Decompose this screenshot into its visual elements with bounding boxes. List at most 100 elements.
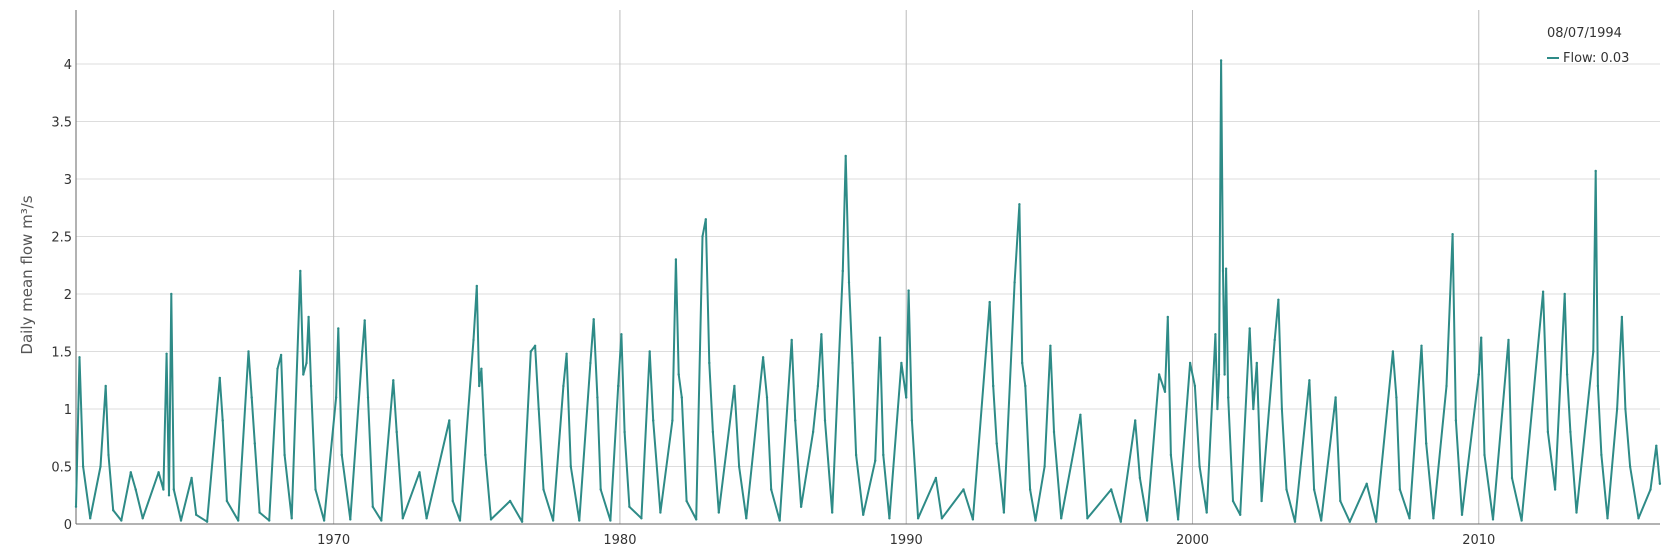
flow-data-point[interactable] [1169,453,1173,457]
flow-data-point[interactable] [659,511,662,514]
flow-data-point[interactable] [823,419,827,422]
flow-data-point[interactable] [1395,396,1398,399]
flow-data-point[interactable] [480,367,483,370]
flow-data-point[interactable] [425,517,428,520]
flow-data-point[interactable] [1334,396,1337,399]
flow-data-point[interactable] [1248,327,1251,330]
flow-data-point[interactable] [1308,379,1311,382]
flow-data-point[interactable] [542,488,545,491]
flow-data-point[interactable] [225,499,229,503]
flow-series-line[interactable] [75,59,1661,523]
flow-data-point[interactable] [472,338,475,342]
flow-data-point[interactable] [984,350,988,353]
flow-data-point[interactable] [816,384,820,388]
flow-data-point[interactable] [844,154,847,158]
flow-data-point[interactable] [1615,407,1619,411]
flow-data-point[interactable] [363,319,366,322]
flow-data-point[interactable] [218,376,221,380]
flow-data-point[interactable] [1655,444,1658,447]
flow-data-point[interactable] [299,269,302,273]
flow-data-point[interactable] [1398,488,1402,491]
flow-data-point[interactable] [778,519,781,522]
flow-data-point[interactable] [1060,517,1063,520]
flow-data-point[interactable] [112,509,115,512]
flow-data-point[interactable] [1260,499,1263,503]
flow-data-point[interactable] [533,344,537,347]
flow-data-point[interactable] [508,499,512,503]
flow-data-point[interactable] [309,384,313,388]
flow-data-point[interactable] [537,407,540,411]
flow-data-point[interactable] [1628,465,1632,468]
flow-data-point[interactable] [78,356,81,359]
flow-data-point[interactable] [190,476,193,480]
flow-data-point[interactable] [1320,519,1323,522]
flow-data-point[interactable] [916,517,920,520]
flow-data-point[interactable] [578,519,581,522]
flow-data-point[interactable] [701,235,704,238]
flow-data-point[interactable] [489,518,493,521]
flow-data-point[interactable] [640,517,643,520]
flow-data-point[interactable] [1018,203,1021,206]
flow-data-point[interactable] [1002,511,1006,514]
flow-data-point[interactable] [1163,390,1167,393]
flow-data-point[interactable] [878,336,882,339]
flow-data-point[interactable] [221,419,224,422]
legend[interactable]: 08/07/1994 Flow: 0.03 [1547,26,1629,66]
flow-data-point[interactable] [283,453,286,457]
flow-data-point[interactable] [820,333,823,336]
flow-data-point[interactable] [172,488,175,491]
flow-data-point[interactable] [195,513,198,516]
flow-data-point[interactable] [1480,336,1483,339]
flow-data-point[interactable] [1166,315,1170,319]
flow-data-point[interactable] [1620,315,1624,319]
flow-data-point[interactable] [1541,290,1545,293]
flow-data-point[interactable] [134,488,137,491]
flow-data-point[interactable] [120,519,123,522]
flow-data-point[interactable] [628,505,631,508]
flow-data-point[interactable] [276,367,279,370]
flow-data-point[interactable] [1277,298,1280,301]
flow-data-point[interactable] [794,419,797,422]
flow-data-point[interactable] [711,430,715,434]
flow-data-point[interactable] [737,465,741,468]
flow-data-point[interactable] [790,338,793,342]
flow-data-point[interactable] [484,453,487,457]
flow-data-point[interactable] [478,384,481,388]
flow-data-point[interactable] [157,471,160,474]
flow-data-point[interactable] [253,442,256,445]
flow-data-point[interactable] [250,396,253,399]
flow-data-point[interactable] [1575,511,1578,514]
flow-data-point[interactable] [380,519,383,522]
flow-data-point[interactable] [268,519,271,522]
flow-data-point[interactable] [334,396,338,399]
flow-data-point[interactable] [685,499,688,503]
flow-data-point[interactable] [1491,518,1495,521]
flow-data-point[interactable] [1520,519,1523,522]
flow-data-point[interactable] [89,517,92,520]
flow-data-point[interactable] [1049,344,1052,347]
flow-data-point[interactable] [247,350,250,353]
flow-data-point[interactable] [1239,513,1242,516]
flow-data-point[interactable] [851,361,854,365]
flow-data-point[interactable] [337,327,340,330]
flow-data-point[interactable] [1176,518,1180,521]
flow-data-point[interactable] [733,384,736,388]
flow-data-point[interactable] [1138,476,1142,480]
flow-data-point[interactable] [279,353,283,357]
flow-data-point[interactable] [1224,267,1228,270]
flow-data-point[interactable] [1374,520,1378,523]
flow-data-point[interactable] [322,519,326,522]
flow-data-point[interactable] [831,511,834,514]
flow-data-point[interactable] [971,518,975,521]
flow-data-point[interactable] [888,517,891,520]
flow-data-point[interactable] [1596,384,1600,388]
flow-data-point[interactable] [1510,476,1514,480]
flow-data-point[interactable] [340,453,343,457]
flow-data-point[interactable] [1432,517,1435,520]
flow-data-point[interactable] [81,465,85,468]
flow-data-point[interactable] [361,350,364,353]
flow-data-point[interactable] [1451,233,1454,236]
flow-data-point[interactable] [1280,407,1284,411]
flow-data-point[interactable] [841,269,844,273]
flow-data-point[interactable] [1477,373,1481,376]
